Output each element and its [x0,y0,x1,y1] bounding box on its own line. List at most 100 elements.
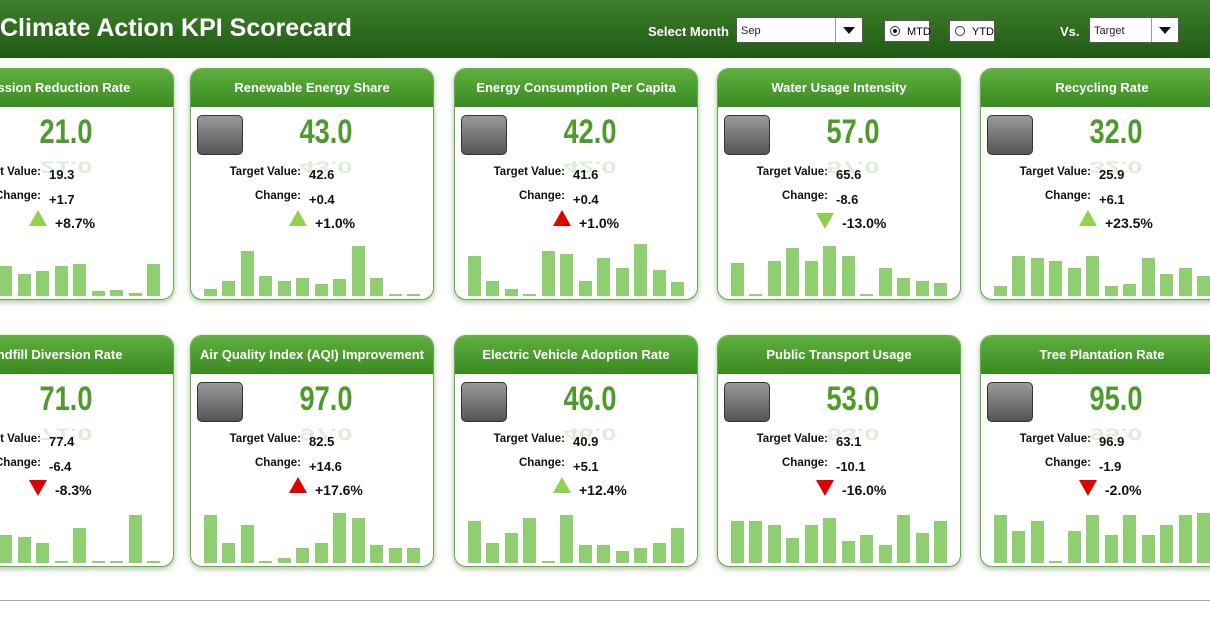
month-select[interactable]: Sep [736,17,863,43]
change-value: +14.6 [309,459,342,474]
kpi-value: 71.0 [39,380,93,418]
change-label: Change: [1045,190,1091,202]
dropdown-arrow [835,18,862,42]
change-label: Change: [782,190,828,202]
traffic-light [724,115,770,155]
target-value: 65.6 [836,167,862,182]
kpi-name: Public Transport Usage [718,336,960,374]
target-label: Target Value: [1019,166,1091,178]
spark-bar [240,251,254,296]
change-percent: -16.0% [842,482,887,498]
kpi-name: Water Usage Intensity [718,69,960,107]
spark-bar [749,521,763,563]
trend-arrow [1079,210,1097,226]
dropdown-arrow [1151,18,1178,42]
spark-bar [541,251,555,296]
sparkline [728,239,950,296]
spark-bar [351,518,365,563]
sparkline [0,506,163,563]
spark-bar [823,246,837,296]
change-label: Change: [0,190,41,202]
spark-bar [128,293,142,296]
spark-bar [351,246,365,296]
kpi-value: 57.0 [826,113,880,151]
change-label: Change: [519,190,565,202]
kpi-card: Renewable Energy Share 43.0 43.0 Target Val… [190,68,434,300]
spark-bar [1104,286,1118,296]
spark-bar [1141,258,1155,296]
option-label: MTD [907,26,931,38]
kpi-name: Recycling Rate [981,69,1210,107]
traffic-light [461,382,507,422]
spark-bar [1197,513,1210,563]
option-label: YTD [972,26,994,38]
spark-bar [1178,515,1192,563]
change-value: +0.4 [573,192,599,207]
spark-bar [804,525,818,563]
spark-bar [1104,535,1118,563]
change-percent: +17.6% [315,482,363,498]
change-value: -10.1 [836,459,866,474]
kpi-card: Public Transport Usage 53.0 53.0 Target Val… [717,335,961,567]
kpi-card: Water Usage Intensity 57.0 57.0 Target Valu… [717,68,961,300]
sparkline [0,239,163,296]
spark-bar [897,278,911,296]
kpi-card: Tree Plantation Rate 95.0 95.0 Target Value… [980,335,1210,567]
spark-bar [860,294,874,296]
kpi-value: 53.0 [826,380,880,418]
spark-bar [333,513,347,563]
target-label: Target Value: [229,166,301,178]
spark-bar [615,551,629,563]
spark-bar [730,521,744,563]
change-percent: -8.3% [55,482,92,498]
sparkline [728,506,950,563]
spark-bar [560,254,574,296]
vs-select[interactable]: Target [1089,17,1179,43]
kpi-name: Air Quality Index (AQI) Improvement [191,336,433,374]
trend-arrow [29,210,47,226]
radio [955,26,965,36]
target-label: Target Value: [0,433,41,445]
change-percent: -2.0% [1105,482,1142,498]
spark-bar [1086,256,1100,296]
spark-bar [388,294,402,296]
spark-bar [110,561,124,563]
spark-bar [934,521,948,563]
kpi-card: Recycling Rate 32.0 32.0 Target Value: 25.9 C… [980,68,1210,300]
kpi-value: 95.0 [1089,380,1143,418]
trend-arrow [816,480,834,496]
spark-bar [504,289,518,296]
spark-bar [560,515,574,563]
spark-bar [993,515,1007,563]
vs-value: Target [1094,25,1125,37]
change-value: +0.4 [309,192,335,207]
target-value: 96.9 [1099,434,1125,449]
divider [0,600,1210,601]
spark-bar [296,548,310,563]
kpi-name: Energy Consumption Per Capita [455,69,697,107]
trend-arrow [1079,480,1097,496]
trend-arrow [289,210,307,226]
target-value: 63.1 [836,434,862,449]
target-label: Target Value: [229,433,301,445]
target-value: 77.4 [49,434,75,449]
spark-bar [467,521,481,563]
month-value: Sep [741,25,761,37]
spark-bar [259,561,273,563]
spark-bar [277,281,291,296]
traffic-light [987,115,1033,155]
mtd-option[interactable]: MTD [884,20,931,42]
ytd-option[interactable]: YTD [949,20,995,42]
spark-bar [36,271,50,296]
spark-bar [333,279,347,296]
change-label: Change: [519,457,565,469]
spark-bar [486,543,500,563]
traffic-light [197,382,243,422]
spark-bar [314,284,328,296]
kpi-card: Air Quality Index (AQI) Improvement 97.0 9… [190,335,434,567]
target-value: 25.9 [1099,167,1125,182]
spark-bar [1012,256,1026,296]
spark-bar [767,525,781,563]
